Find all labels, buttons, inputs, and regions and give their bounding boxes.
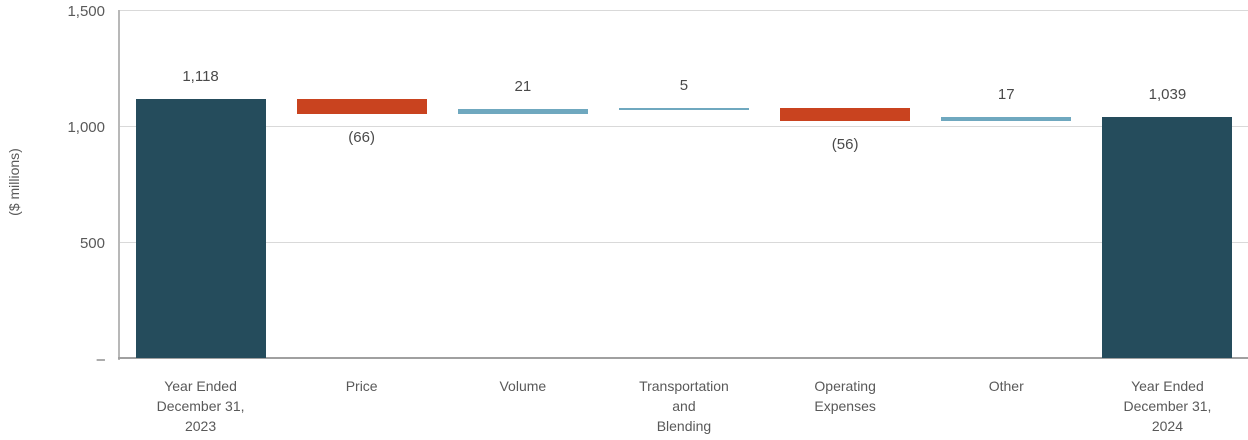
- x-category-label-year-ended-december-31-2023: Year Ended December 31, 2023: [120, 376, 281, 436]
- x-category-label-other: Other: [926, 376, 1087, 396]
- x-category-label-line: 2024: [1151, 418, 1184, 434]
- bar-operating-expenses: [780, 107, 911, 121]
- x-category-label-line: Operating: [814, 378, 876, 394]
- bar-price: [296, 98, 427, 114]
- x-category-label-line: Volume: [499, 378, 547, 394]
- y-axis-title: ($ millions): [6, 148, 22, 216]
- gridline-1500: [120, 10, 1248, 11]
- gridline-500: [120, 242, 1248, 243]
- x-category-label-line: December 31,: [1123, 398, 1212, 414]
- gridline-1000: [120, 126, 1248, 127]
- y-tick-label-0: –: [96, 351, 105, 368]
- x-category-label-line: Year Ended: [164, 378, 237, 394]
- x-category-label-line: Other: [988, 378, 1024, 394]
- bar-year-ended-december-31-2024: [1102, 117, 1233, 358]
- y-tick-label-1500: 1,500: [67, 3, 105, 20]
- value-label-volume: 21: [514, 78, 532, 96]
- y-tick-label-500: 500: [79, 235, 105, 252]
- bar-transportation-and-blending: [619, 107, 749, 110]
- x-category-label-operating-expenses: Operating Expenses: [765, 376, 926, 416]
- x-category-label-line: Expenses: [814, 398, 876, 414]
- y-tick-label-1000: 1,000: [67, 119, 105, 136]
- x-category-label-line: December 31,: [156, 398, 245, 414]
- x-axis-line: [118, 357, 1248, 359]
- value-label-year-ended-december-31-2023: 1,118: [182, 67, 219, 85]
- x-category-label-line: Blending: [656, 418, 712, 434]
- y-axis-line: [118, 10, 120, 360]
- value-label-other: 17: [997, 86, 1015, 103]
- value-label-price: (66): [348, 128, 375, 146]
- x-category-label-line: Year Ended: [1131, 378, 1204, 394]
- x-category-label-price: Price: [281, 376, 442, 396]
- bar-other: [941, 117, 1072, 121]
- bar-year-ended-december-31-2023: [135, 98, 266, 358]
- x-category-label-line: Transportation: [639, 378, 729, 394]
- x-category-label-year-ended-december-31-2024: Year Ended December 31, 2024: [1087, 376, 1248, 436]
- value-label-year-ended-december-31-2024: 1,039: [1148, 86, 1187, 103]
- value-label-operating-expenses: (56): [831, 135, 859, 153]
- x-category-label-line: 2023: [184, 418, 217, 434]
- value-label-transportation-and-blending: 5: [679, 76, 689, 94]
- x-category-label-line: and: [672, 398, 696, 414]
- x-category-label-transportation-and-blending: Transportation and Blending: [603, 376, 764, 436]
- x-category-label-line: Price: [345, 378, 378, 394]
- x-category-label-volume: Volume: [442, 376, 603, 396]
- bar-volume: [457, 109, 588, 114]
